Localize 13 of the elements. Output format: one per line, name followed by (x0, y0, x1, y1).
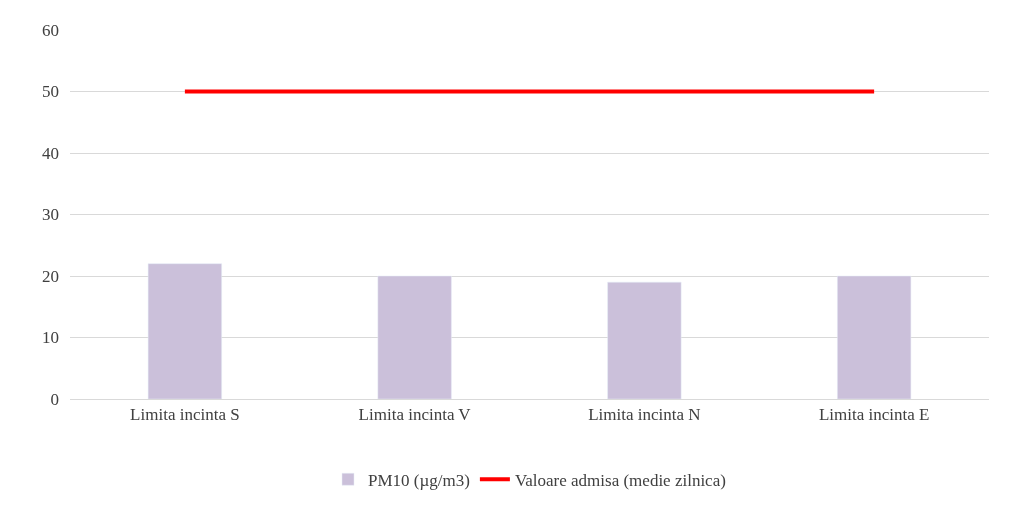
y-tick-label: 0 (50, 389, 59, 409)
legend-label: Valoare admisa (medie zilnica) (514, 470, 726, 490)
x-tick-label: Limita incinta S (130, 405, 240, 425)
x-tick-label: Limita incinta N (588, 405, 701, 425)
y-tick-label: 60 (42, 20, 59, 40)
x-tick-label: Limita incinta E (818, 405, 930, 425)
legend-label: PM10 (µg/m3) (368, 470, 470, 490)
x-tick-label: Limita incinta V (358, 405, 472, 425)
y-tick-label: 50 (42, 82, 59, 102)
y-tick-label: 20 (42, 266, 59, 286)
y-tick-label: 40 (42, 143, 59, 163)
y-tick-label: 10 (42, 328, 59, 348)
y-tick-label: 30 (42, 205, 59, 225)
